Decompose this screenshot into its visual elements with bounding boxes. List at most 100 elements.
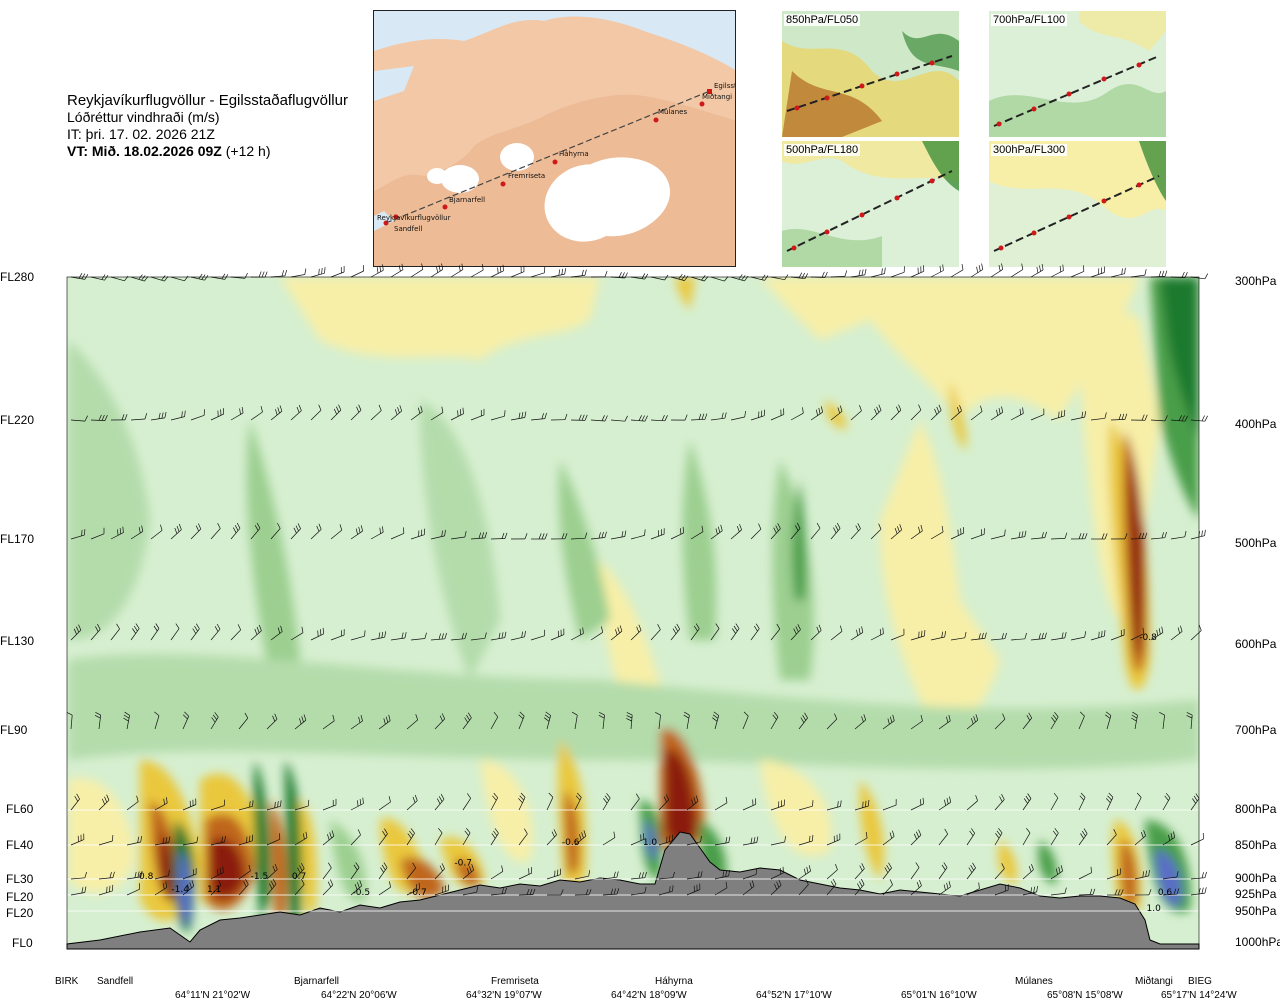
- wind-barb-276: [266, 800, 282, 811]
- parameter-subtitle: Lóðréttur vindhraði (m/s): [67, 109, 220, 125]
- fl-label-30: FL30: [6, 872, 34, 886]
- wind-barb-193: [510, 630, 526, 641]
- wind-barb-154: [870, 523, 882, 540]
- wind-barb-303: [1022, 793, 1032, 811]
- wind-barb-308: [1162, 792, 1171, 811]
- level-map-300[interactable]: 300hPa/FL300: [989, 141, 1166, 267]
- wind-barb-127: [330, 524, 343, 540]
- level-map-700[interactable]: 700hPa/FL100: [989, 11, 1166, 137]
- wind-barb-281: [406, 794, 418, 811]
- wind-barb-257: [882, 714, 895, 730]
- wind-barb-421: [882, 879, 893, 896]
- wind-barb-71: [350, 404, 362, 421]
- value-label-4: 0.7: [292, 872, 306, 882]
- x-coord-7: 65°08'N 15°08'W: [1047, 990, 1123, 1001]
- wind-barb-189: [430, 632, 447, 641]
- wind-barb-100: [930, 404, 942, 421]
- wind-barb-20: [470, 264, 484, 278]
- map-label-midtangi: Miðtangi: [702, 93, 732, 101]
- wind-barb-66: [250, 406, 263, 421]
- wind-barb-59: [110, 414, 128, 421]
- wind-barb-296: [826, 800, 842, 811]
- wind-barb-258: [910, 715, 923, 730]
- wind-barb-207: [790, 624, 801, 641]
- wind-barb-41: [890, 266, 905, 278]
- wind-barb-343: [994, 827, 1003, 846]
- wind-barb-14: [350, 265, 365, 278]
- wind-barb-136: [510, 533, 528, 540]
- wind-barb-168: [1150, 531, 1167, 540]
- wind-barb-131: [410, 528, 426, 540]
- wind-barb-243: [490, 711, 499, 730]
- x-coord-6: 65°01'N 16°10'W: [901, 990, 977, 1001]
- level-map-850[interactable]: 850hPa/FL050: [782, 11, 959, 137]
- wind-barb-366: [490, 865, 504, 880]
- wind-barb-328: [574, 830, 587, 846]
- wind-barb-386: [1050, 865, 1063, 880]
- wind-barb-305: [1078, 792, 1086, 811]
- wind-barb-92: [770, 408, 785, 421]
- wind-barb-150: [790, 522, 801, 540]
- wind-barb-363: [406, 862, 417, 880]
- wind-barb-391: [1190, 871, 1207, 880]
- wind-barb-374: [714, 869, 730, 880]
- level-map-500[interactable]: 500hPa/FL180: [782, 141, 959, 267]
- wind-barb-204: [730, 623, 740, 641]
- wind-barb-287: [574, 792, 582, 811]
- wind-barb-22: [510, 265, 525, 278]
- wind-barb-24: [550, 268, 567, 278]
- wind-barb-430: [1134, 889, 1152, 896]
- wind-barb-68: [290, 404, 302, 421]
- map-label-mulanes: Múlanes: [658, 108, 687, 116]
- wind-barb-268: [1186, 712, 1193, 730]
- x-point-birk: BIRK: [55, 976, 79, 987]
- wind-barb-228: [66, 712, 73, 730]
- wind-barb-378: [826, 863, 838, 880]
- wind-barb-42: [910, 265, 925, 278]
- wind-barb-270: [98, 794, 110, 811]
- wind-barb-275: [238, 800, 254, 811]
- wind-barb-336: [798, 834, 814, 846]
- wind-barb-129: [370, 526, 384, 540]
- wind-barb-218: [1010, 632, 1027, 641]
- wind-barb-415: [714, 881, 728, 896]
- wind-barb-65: [230, 406, 244, 421]
- wind-barb-295: [798, 800, 814, 811]
- wind-barb-58: [90, 414, 108, 421]
- route-title: Reykjavíkurflugvöllur - Egilsstaðaflugvö…: [67, 92, 348, 109]
- wind-barb-283: [462, 793, 471, 811]
- wind-barb-38: [830, 270, 848, 278]
- wind-barb-134: [470, 532, 488, 540]
- wind-barb-399: [266, 878, 277, 896]
- wind-barb-123: [250, 522, 261, 540]
- wind-barb-51: [1090, 266, 1105, 278]
- wind-barb-247: [598, 711, 605, 730]
- hpa-label-850: 850hPa: [1235, 838, 1277, 852]
- wind-barb-79: [510, 411, 527, 421]
- wind-barb-147: [730, 524, 742, 540]
- wind-barb-246: [571, 711, 578, 730]
- wind-barb-316: [238, 834, 254, 846]
- wind-barb-46: [990, 263, 1004, 278]
- wind-barb-367: [518, 867, 533, 880]
- wind-barb-304: [1050, 792, 1059, 811]
- x-point-mulanes: Múlanes: [1015, 976, 1053, 987]
- wind-barb-15: [370, 264, 384, 278]
- wind-barb-16: [390, 263, 404, 278]
- wind-barb-103: [990, 406, 1004, 421]
- wind-barb-266: [1131, 711, 1138, 730]
- wind-barb-291: [686, 795, 699, 811]
- value-label-0: 0.8: [139, 872, 154, 882]
- wind-barb-306: [1105, 792, 1114, 811]
- terrain: [66, 831, 1200, 950]
- wind-barb-126: [310, 523, 322, 540]
- wind-barb-8: [230, 272, 248, 279]
- wind-barb-233: [210, 712, 219, 730]
- level-map-850-image: [782, 11, 959, 137]
- value-label-12: 1.0: [1147, 904, 1162, 914]
- wind-barb-44: [950, 263, 964, 278]
- wind-barb-157: [930, 525, 944, 540]
- wind-barb-54: [1150, 270, 1168, 278]
- wind-barb-117: [130, 525, 144, 540]
- wind-barb-299: [910, 797, 924, 811]
